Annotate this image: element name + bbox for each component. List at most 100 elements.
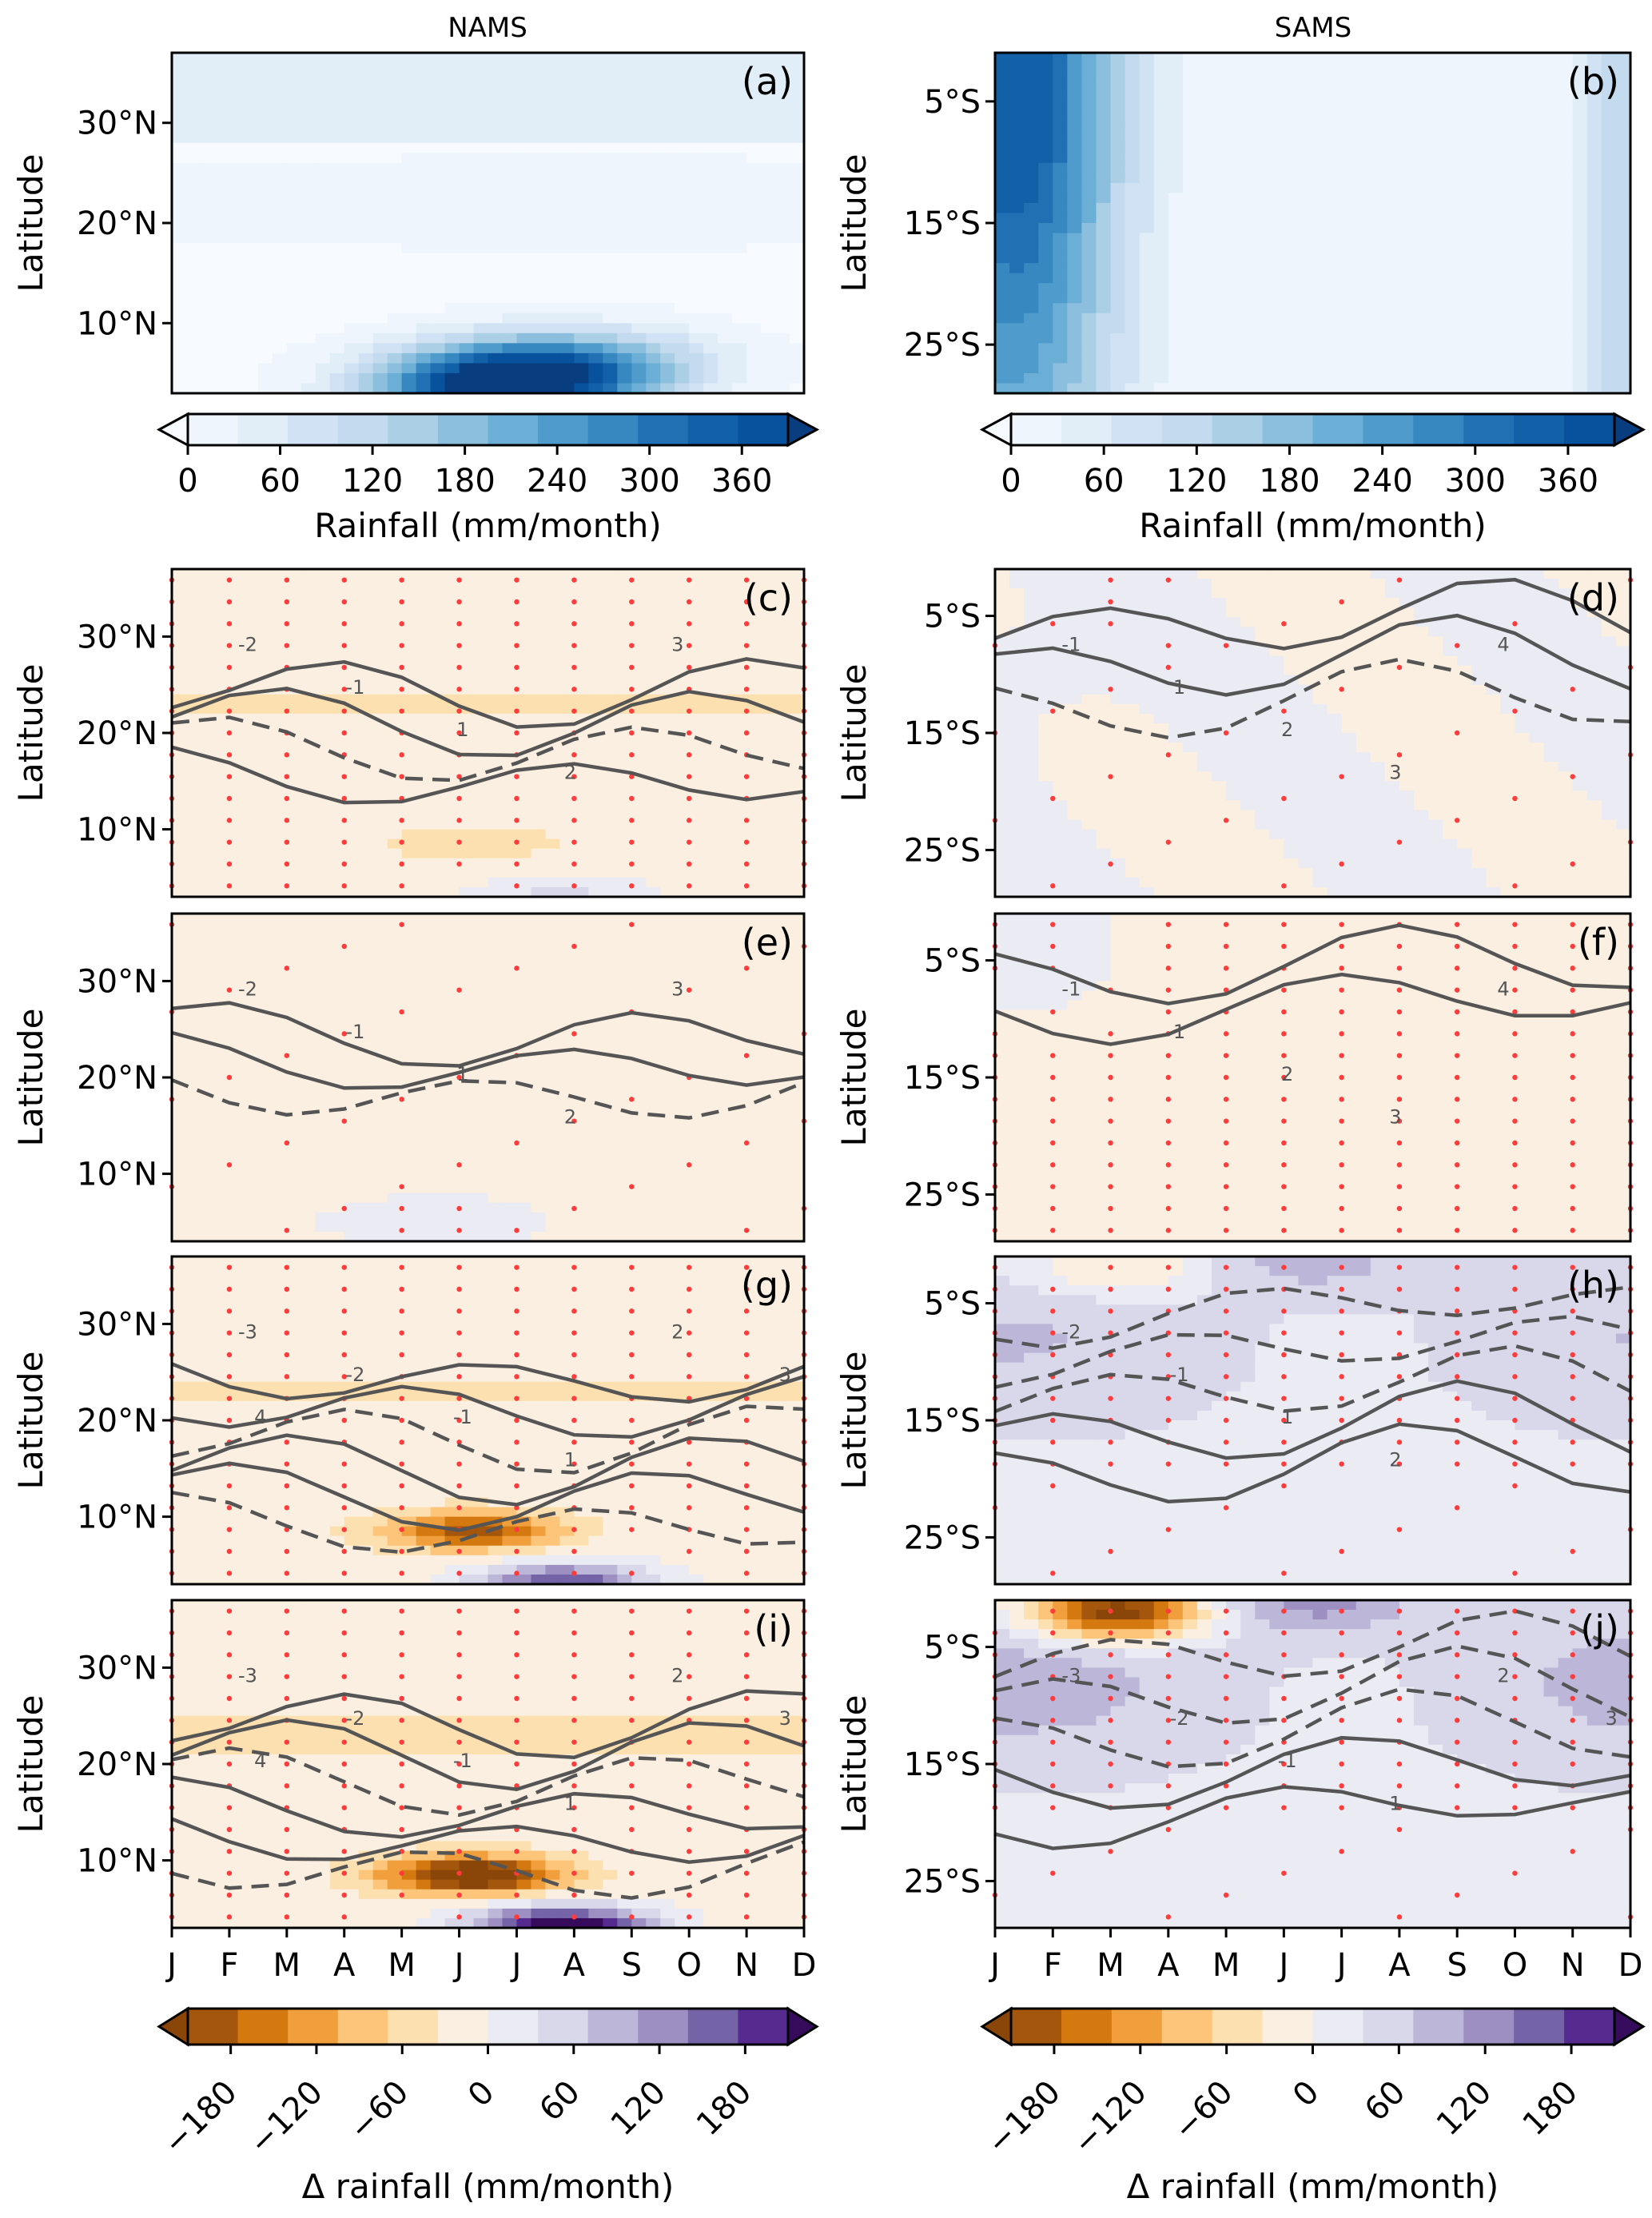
field-cell	[1038, 733, 1054, 743]
field-cell	[545, 303, 561, 314]
field-cell	[1355, 213, 1371, 224]
field-cell	[1096, 343, 1112, 354]
field-cell	[775, 333, 790, 344]
field-cell	[675, 182, 690, 194]
field-cell	[430, 665, 446, 676]
field-cell	[1139, 243, 1155, 254]
field-cell	[1284, 93, 1300, 104]
field-cell	[272, 53, 288, 64]
field-cell	[301, 62, 316, 74]
field-cell	[631, 713, 647, 724]
field-cell	[172, 800, 187, 811]
field-cell	[574, 810, 590, 821]
field-cell	[516, 665, 532, 676]
field-cell	[746, 886, 762, 898]
field-cell	[430, 579, 446, 589]
field-cell	[1240, 193, 1256, 204]
field-cell	[1139, 173, 1155, 184]
field-cell	[675, 223, 690, 234]
field-cell	[1009, 73, 1025, 84]
field-cell	[473, 579, 489, 589]
field-cell	[1240, 73, 1256, 84]
field-cell	[185, 383, 201, 394]
field-cell	[1558, 372, 1574, 384]
field-cell	[214, 848, 230, 859]
field-cell	[1168, 133, 1184, 144]
field-cell	[444, 598, 460, 609]
field-cell	[229, 877, 245, 888]
field-cell	[689, 627, 704, 638]
field-cell	[459, 352, 475, 364]
field-cell	[545, 569, 561, 579]
field-cell	[1355, 202, 1371, 214]
field-cell	[631, 752, 647, 763]
field-cell	[1601, 383, 1617, 394]
field-cell	[718, 733, 733, 743]
field-cell	[1067, 173, 1083, 184]
field-cell	[631, 886, 647, 898]
field-cell	[574, 703, 590, 715]
field-cell	[675, 838, 690, 850]
field-cell	[703, 675, 719, 686]
field-cell	[387, 383, 403, 394]
field-cell	[286, 113, 302, 124]
field-cell	[1515, 213, 1531, 224]
field-cell	[646, 202, 662, 214]
field-cell	[631, 790, 647, 802]
field-cell	[1038, 675, 1054, 686]
field-cell	[387, 173, 403, 184]
field-cell	[1543, 182, 1559, 194]
field-cell	[516, 213, 532, 224]
field-cell	[1413, 352, 1429, 364]
field-cell	[675, 343, 690, 354]
field-cell	[689, 293, 704, 305]
field-cell	[444, 886, 460, 898]
field-cell	[1067, 352, 1083, 364]
field-cell	[1471, 383, 1487, 394]
field-cell	[631, 858, 647, 869]
field-cell	[1153, 383, 1169, 394]
field-cell	[214, 372, 230, 384]
field-cell	[372, 313, 388, 325]
field-cell	[531, 684, 547, 695]
field-cell	[358, 53, 374, 64]
field-cell	[315, 713, 331, 724]
field-cell	[286, 771, 302, 782]
field-cell	[1312, 383, 1328, 394]
field-cell	[430, 675, 446, 686]
field-cell	[660, 703, 676, 715]
field-cell	[488, 162, 504, 174]
field-cell	[214, 213, 230, 224]
field-cell	[243, 213, 259, 224]
field-cell	[358, 213, 374, 224]
field-cell	[185, 73, 201, 84]
field-cell	[689, 273, 704, 284]
field-cell	[775, 867, 790, 878]
field-cell	[1457, 372, 1473, 384]
field-cell	[588, 113, 604, 124]
field-cell	[703, 253, 719, 264]
field-cell	[1543, 93, 1559, 104]
field-cell	[1096, 142, 1112, 154]
field-cell	[1500, 372, 1516, 384]
field-cell	[531, 93, 547, 104]
field-cell	[675, 646, 690, 657]
field-cell	[387, 293, 403, 305]
field-cell	[301, 867, 316, 878]
field-cell	[775, 162, 790, 174]
field-cell	[243, 223, 259, 234]
field-cell	[1558, 303, 1574, 314]
field-cell	[214, 333, 230, 344]
field-cell	[1053, 82, 1069, 94]
field-cell	[718, 153, 733, 164]
field-cell	[1038, 202, 1054, 214]
field-cell	[1486, 53, 1502, 64]
field-cell	[1009, 723, 1025, 734]
field-cell	[646, 617, 662, 628]
field-cell	[1226, 162, 1241, 174]
field-cell	[1298, 323, 1314, 334]
field-cell	[1009, 588, 1025, 599]
field-cell	[416, 383, 432, 394]
field-cell	[531, 202, 547, 214]
